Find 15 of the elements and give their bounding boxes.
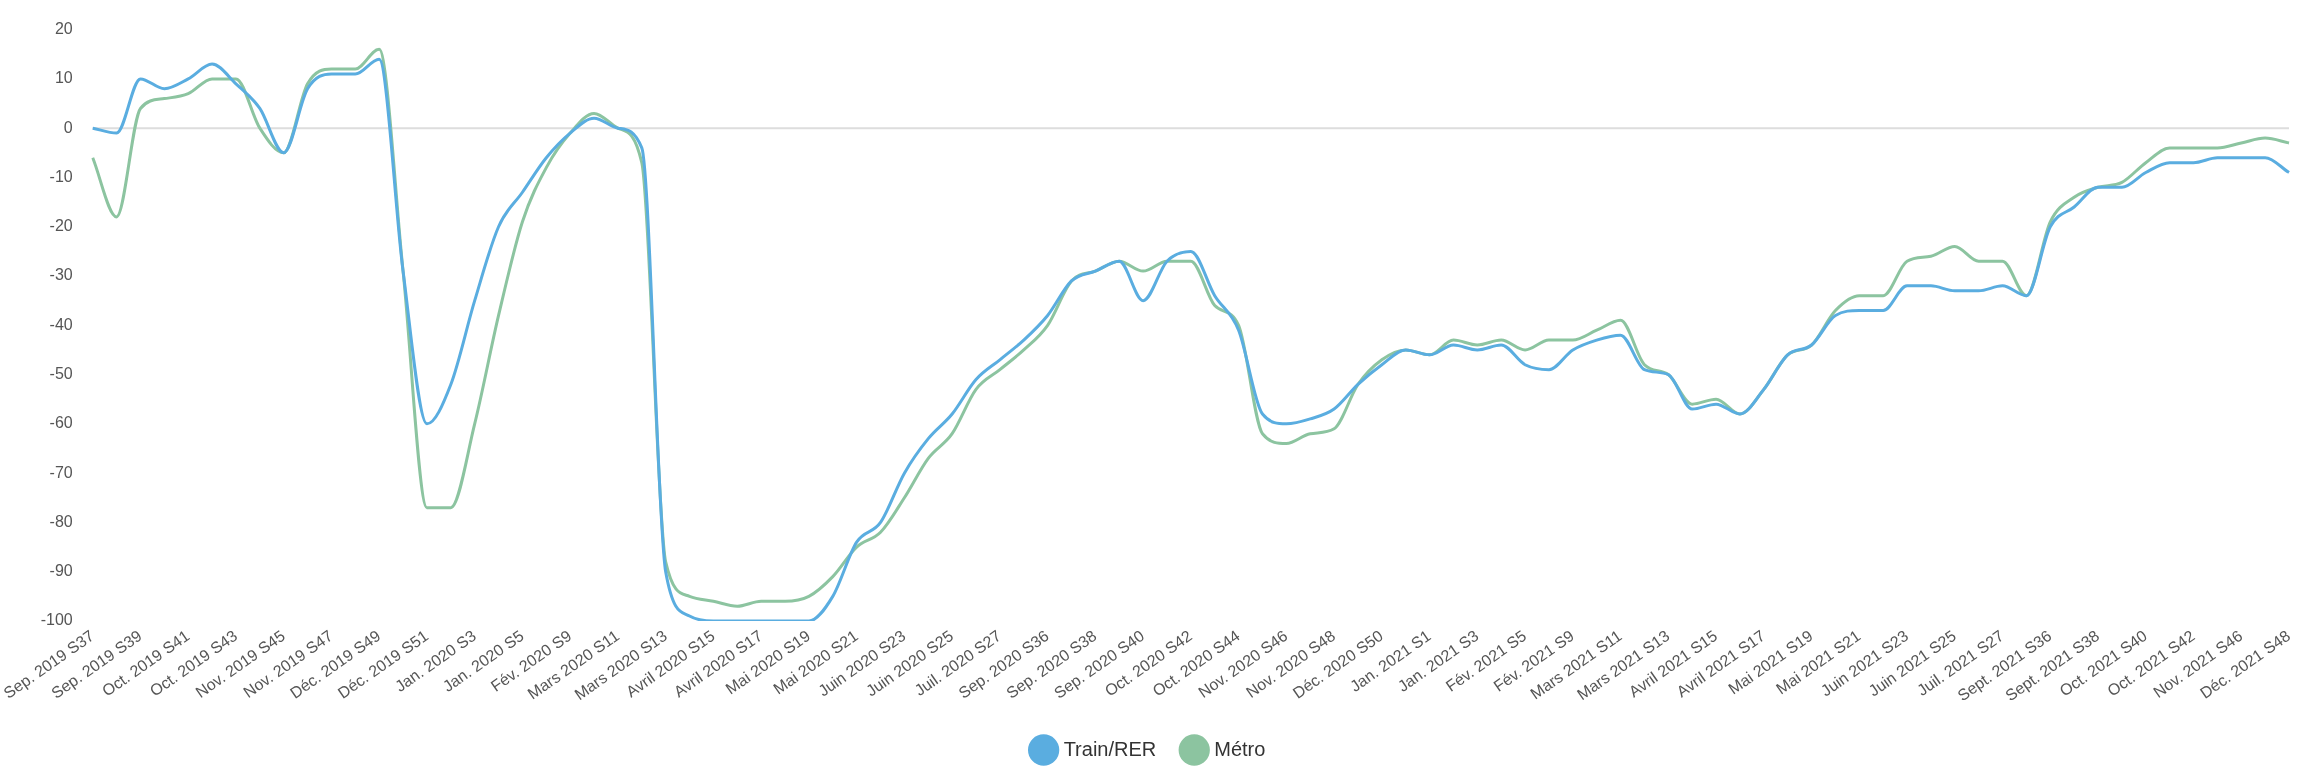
y-tick-label: -30 [49, 266, 73, 284]
legend-label: Train/RER [1063, 737, 1157, 760]
y-tick-label: -90 [49, 562, 73, 580]
y-tick-label: -70 [49, 463, 73, 481]
y-tick-label: -40 [49, 315, 73, 333]
y-tick-label: -10 [49, 167, 73, 185]
y-tick-label: 10 [54, 69, 73, 87]
y-tick-label: -60 [49, 414, 73, 432]
y-tick-label: -20 [49, 217, 73, 235]
y-tick-label: -50 [49, 364, 73, 382]
y-tick-label: 0 [63, 118, 73, 136]
y-tick-label: 20 [54, 20, 73, 38]
y-tick-label: -80 [49, 512, 73, 530]
legend-label: Métro [1214, 737, 1266, 760]
y-tick-label: -100 [40, 611, 73, 629]
